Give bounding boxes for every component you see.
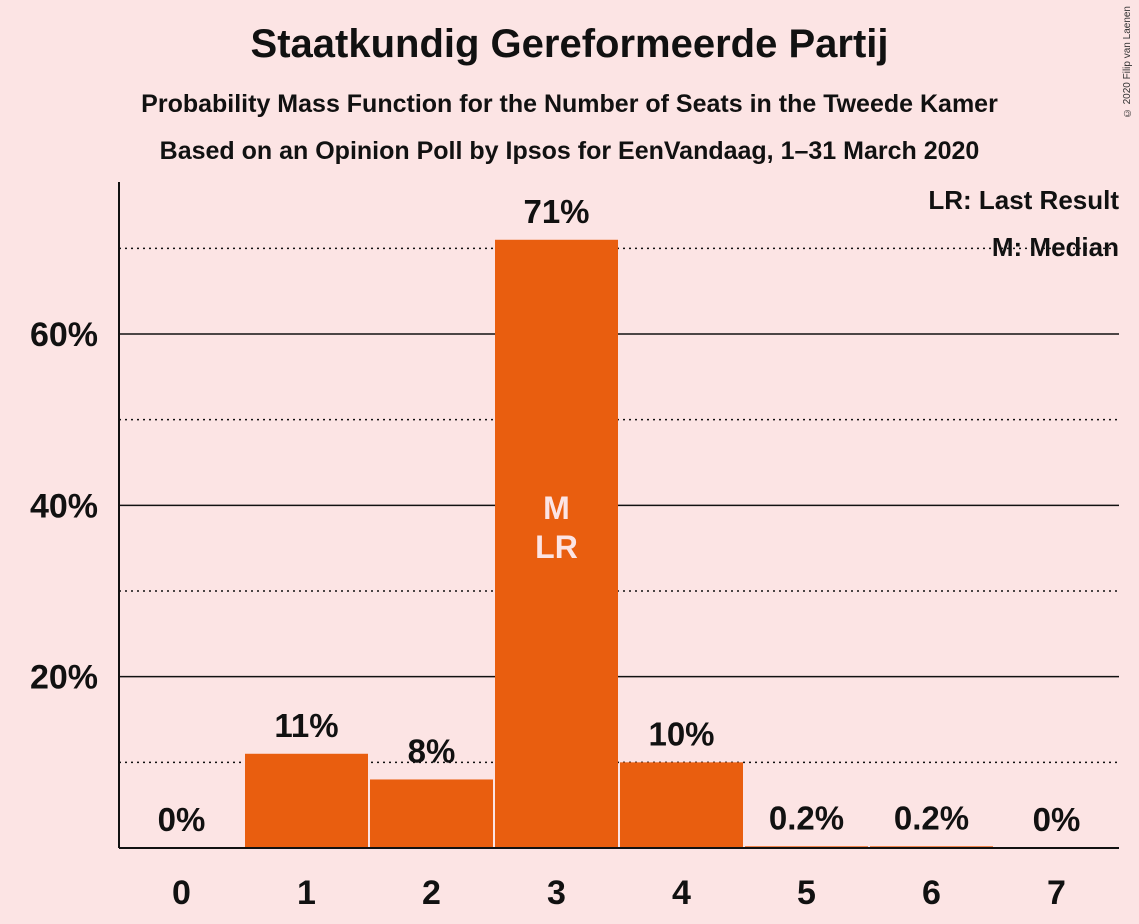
x-tick-label: 2 [422,874,441,912]
legend-last-result: LR: Last Result [928,185,1119,215]
y-tick-label: 40% [30,487,98,525]
chart-source: Based on an Opinion Poll by Ipsos for Ee… [159,137,980,165]
x-tick-label: 0 [172,874,191,912]
data-label: 11% [274,707,338,744]
data-label: 71% [523,193,589,230]
bar [370,779,493,848]
x-tick-label: 6 [922,874,941,912]
x-tick-label: 1 [297,874,316,912]
data-label: 10% [648,715,714,752]
bar [495,239,618,848]
data-label: 0.2% [769,799,844,836]
data-label: 0.2% [894,799,969,836]
bar [620,762,743,848]
x-tick-label: 3 [547,874,566,912]
bar [245,753,368,848]
y-tick-label: 60% [30,316,98,354]
x-tick-label: 4 [672,874,691,912]
y-tick-label: 20% [30,659,98,697]
data-label: 0% [1033,801,1081,838]
last-result-marker: LR [535,529,578,565]
data-label: 0% [158,801,206,838]
x-tick-label: 7 [1047,874,1066,912]
x-tick-label: 5 [797,874,816,912]
legend-median: M: Median [991,232,1119,262]
data-label: 8% [408,732,456,769]
chart-title: Staatkundig Gereformeerde Partij [250,22,889,66]
chart-subtitle: Probability Mass Function for the Number… [141,90,998,118]
median-marker: M [543,490,570,526]
